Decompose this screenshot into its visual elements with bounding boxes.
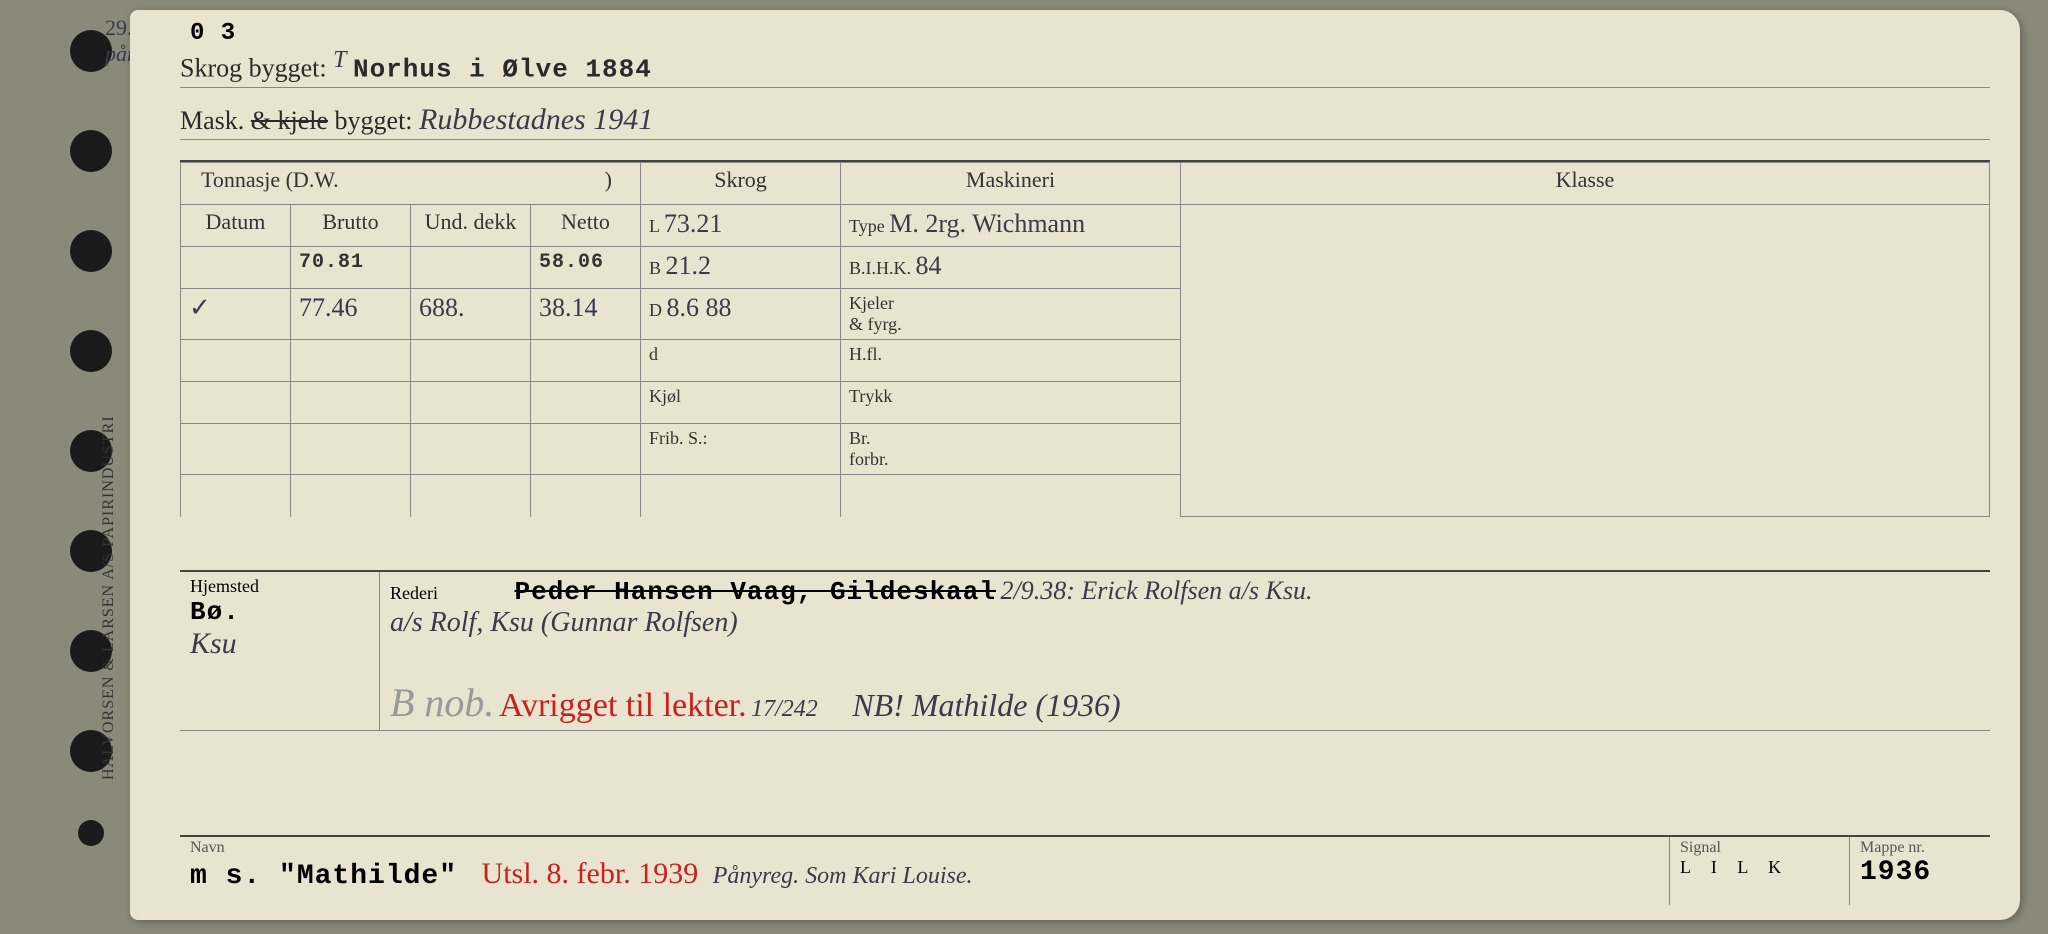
skrog-L-label: L [649,216,659,236]
mask-strike: & kjele [251,106,328,135]
skrog-B-label: B [649,258,661,278]
skrog-L-val: 73.21 [664,209,723,238]
index-card: 0 3 Skrog bygget: T Norhus i Ølve 1884 M… [130,10,2020,920]
datum-0 [181,247,291,289]
netto-1: 38.14 [531,289,641,340]
mask-br-label: Br. forbr. [841,424,1181,475]
hjemsted-val2: Ksu [190,627,369,661]
brutto-1: 77.46 [291,289,411,340]
rederi-b: B nob. [390,680,494,725]
mask-trykk-label: Trykk [841,382,1181,424]
datum-1: ✓ [181,289,291,340]
skrog-B-val: 21.2 [666,251,712,280]
mask-type-val: M. 2rg. Wichmann [889,209,1085,238]
mask-hfl-label: H.fl. [841,340,1181,382]
brutto-header: Brutto [291,205,411,247]
main-table: Tonnasje (D.W. ) Skrog Maskineri Klasse … [180,160,1990,517]
tonnasje-title: Tonnasje (D.W. [201,167,339,192]
skrog-D-val: 8.6 88 [667,293,732,322]
mask-type-label: Type [849,216,885,236]
side-company: HALVORSEN & LARSEN A/S PAPIRINDUSTRI [100,415,118,780]
rederi-nb: NB! Mathilde (1936) [852,687,1120,723]
klasse-cell [1181,205,1990,517]
mask-value: Rubbestadnes 1941 [419,103,653,136]
header-area: 0 3 Skrog bygget: T Norhus i Ølve 1884 M… [180,20,1990,155]
skrog-d-label: d [641,340,841,382]
rederi-hand1: 2/9.38: Erick Rolfsen a/s Ksu. [1000,576,1312,605]
rederi-typed: Peder Hansen Vaag, Gildeskaal [515,577,996,607]
skrog-frib-label: Frib. S.: [641,424,841,475]
hjemsted-label: Hjemsted [190,576,369,597]
klasse-title: Klasse [1181,163,1990,205]
datum-header: Datum [181,205,291,247]
rederi-red: Avrigget til lekter. [499,687,747,724]
mask-label: Mask. [180,106,244,135]
hjemsted-column: Hjemsted Bø. Ksu [180,572,380,730]
mappe-val: 1936 [1860,857,1980,888]
tonnasje-close: ) [605,167,632,193]
skrog-mark: T [333,47,346,73]
maskineri-title: Maskineri [841,163,1181,205]
unddekk-header: Und. dekk [411,205,531,247]
bottom-section: Hjemsted Bø. Ksu Rederi Peder Hansen Vaa… [180,570,1990,731]
navn-hand: Pånyreg. Som Kari Louise. [713,863,973,889]
skrog-label: Skrog bygget: [180,54,327,83]
mask-label2: bygget: [335,106,413,135]
rederi-date: 17/242 [751,696,818,722]
navn-typed: m s. "Mathilde" [190,861,457,892]
brutto-0: 70.81 [291,247,411,289]
und-1: 688. [411,289,531,340]
mappe-label: Mappe nr. [1860,839,1980,857]
skrog-title: Skrog [641,163,841,205]
navn-red: Utsl. 8. febr. 1939 [482,857,699,890]
navn-label: Navn [190,839,1659,857]
skrog-bygget-line: Skrog bygget: T Norhus i Ølve 1884 [180,47,1990,88]
mask-bygget-line: Mask. & kjele bygget: Rubbestadnes 1941 [180,103,1990,140]
hjemsted-val1: Bø. [190,597,369,627]
mask-kjeler-label: Kjeler & fyrg. [841,289,1181,340]
rederi-label: Rederi [390,583,510,604]
top-number: 0 3 [190,20,1990,47]
skrog-value: Norhus i Ølve 1884 [353,55,652,85]
mappe-cell: Mappe nr. 1936 [1850,837,1990,905]
rederi-column: Rederi Peder Hansen Vaag, Gildeskaal 2/9… [380,572,1990,730]
navn-cell: Navn m s. "Mathilde" Utsl. 8. febr. 1939… [180,837,1670,905]
netto-0: 58.06 [531,247,641,289]
mask-bihk-label: B.I.H.K. [849,258,911,278]
skrog-kjol-label: Kjøl [641,382,841,424]
signal-val: L I L K [1680,857,1839,878]
und-0 [411,247,531,289]
signal-cell: Signal L I L K [1670,837,1850,905]
rederi-line2: a/s Rolf, Ksu (Gunnar Rolfsen) [390,607,1980,639]
mask-bihk-val: 84 [916,251,942,280]
footer-row: Navn m s. "Mathilde" Utsl. 8. febr. 1939… [180,835,1990,905]
skrog-D-label: D [649,300,662,320]
signal-label: Signal [1680,839,1839,857]
netto-header: Netto [531,205,641,247]
